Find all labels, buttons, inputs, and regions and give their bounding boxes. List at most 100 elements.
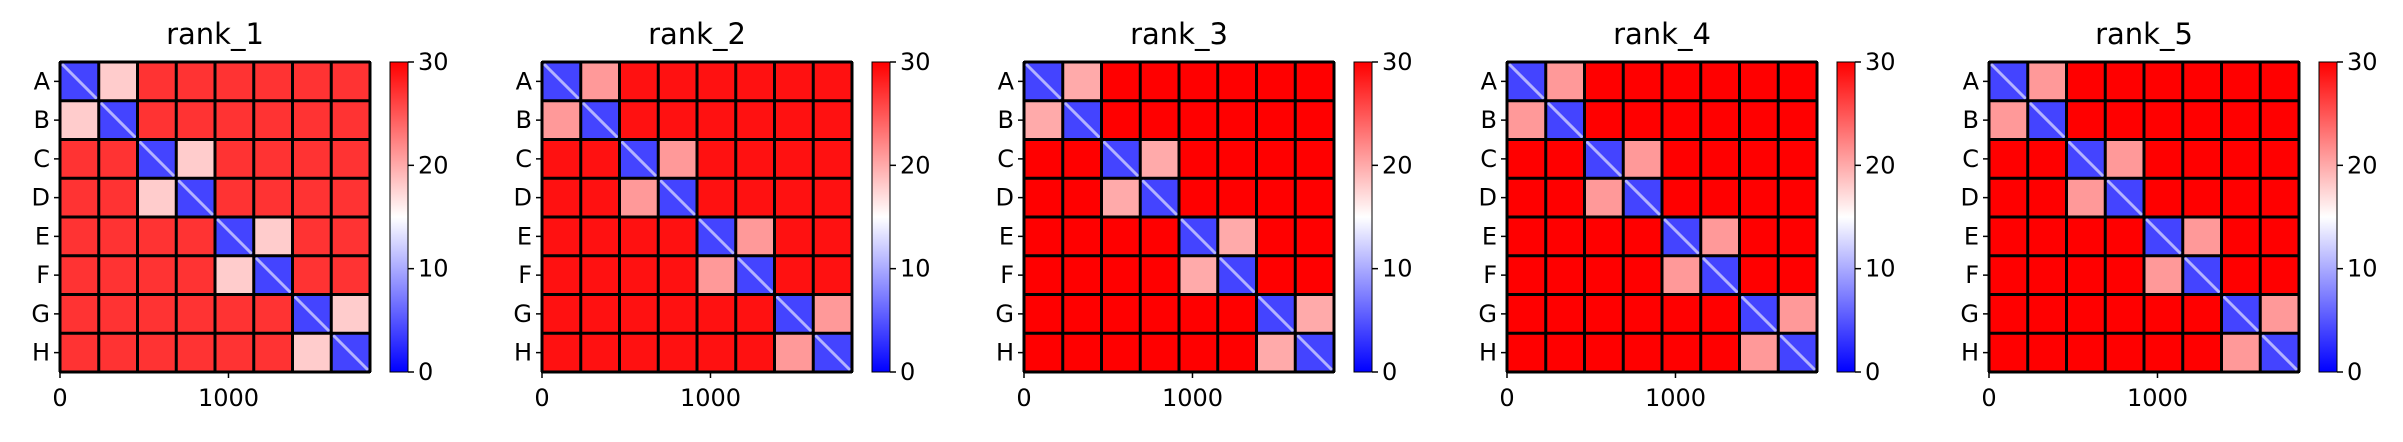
heatmap-cell [1217,294,1257,334]
heatmap-cell [1217,62,1257,101]
heatmap-cell [60,294,99,334]
heatmap-cell [1700,139,1740,179]
diagonal-streak [1141,179,1179,217]
heatmap-cell [1295,217,1334,256]
heatmap-cell [215,294,254,334]
colorbar-tick-label: 10 [2347,255,2378,283]
diagonal-streak [332,334,370,372]
heatmap-cell [253,139,293,179]
colorbar-tick-label: 10 [418,255,449,283]
heatmap-cell [2260,62,2299,101]
diagonal-streak [659,179,697,217]
heatmap-cell [2105,100,2144,140]
heatmap-cell [1062,255,1102,295]
y-tick-label: F [1483,261,1497,289]
heatmap-cell [1024,217,1063,256]
heatmap-cell [2144,333,2183,372]
heatmap-cell [1507,294,1546,334]
diagonal-streak [1024,62,1062,100]
heatmap-cell [1179,333,1218,372]
colorbar-tick-label: 20 [2347,151,2378,179]
x-tick-label: 1000 [680,384,741,412]
y-tick-label: D [1479,184,1497,212]
y-tick-label: H [514,339,532,367]
colorbar [1836,61,1856,373]
heatmap-cell [697,255,736,295]
heatmap-cell [331,139,370,179]
heatmap-cell [176,255,215,295]
heatmap-cell [2182,139,2222,179]
heatmap-cell [1101,217,1141,256]
heatmap-cell [98,294,138,334]
heatmap-cell [2260,217,2299,256]
heatmap-cell [774,333,814,372]
heatmap-cell [253,294,293,334]
heatmap-cell [1062,294,1102,334]
heatmap-cell [697,178,736,217]
heatmap-cell [2105,333,2144,372]
y-tick-label: C [515,145,532,173]
heatmap-cell [1989,217,2028,256]
heatmap-cell [253,217,293,256]
heatmap-cell [2221,178,2261,217]
heatmap-cell [658,255,697,295]
y-tick-label: G [1960,300,1979,328]
heatmap-cell [1507,139,1546,179]
heatmap-cell [1700,333,1740,372]
heatmap-cell [1584,62,1624,101]
heatmap-cell [1778,255,1817,295]
colorbar-tick-label: 30 [900,48,931,76]
diagonal-streak [1740,295,1778,333]
heatmap-cell [137,100,177,140]
heatmap-cell [1623,139,1662,179]
diagonal-streak [736,256,774,294]
heatmap-cell [253,62,293,101]
heatmap-cell [2221,217,2261,256]
colorbar-tick-label: 0 [1865,358,1880,386]
heatmap-cell [813,62,852,101]
heatmap-cell [253,100,293,140]
colorbar-tick-label: 30 [418,48,449,76]
heatmap-cell [2066,217,2106,256]
heatmap-cell [292,139,332,179]
heatmap-cell [2260,100,2299,140]
heatmap-cell [1778,62,1817,101]
heatmap-cell [735,139,775,179]
y-tick-label: B [34,106,50,134]
heatmap-cell [1217,217,1257,256]
colorbar-tick-label: 0 [1382,358,1397,386]
y-tick-label: A [1963,67,1980,95]
x-tick-label: 1000 [1645,384,1706,412]
heatmap-cell [1101,255,1141,295]
heatmap-cell [1662,139,1701,179]
heatmap-cell [2066,100,2106,140]
diagonal-streak [1507,62,1545,100]
y-tick-label: B [998,106,1014,134]
heatmap-cell [292,255,332,295]
colorbar-tick-label: 0 [418,358,433,386]
heatmap-cell [619,62,659,101]
heatmap-cell [1295,139,1334,179]
heatmap-cell [1024,255,1063,295]
y-tick-label: B [516,106,532,134]
heatmap-cell [1623,333,1662,372]
heatmap-cell [1179,294,1218,334]
heatmap-cell [2105,217,2144,256]
heatmap-cell [1545,255,1585,295]
heatmap-cell [1662,62,1701,101]
heatmap-cell [619,294,659,334]
y-tick-label: F [1000,261,1014,289]
plot-frame [1023,61,1335,373]
heatmap-cell [176,62,215,101]
heatmap-cell [2260,178,2299,217]
heatmap-cell [580,333,620,372]
diagonal-streak [1257,295,1295,333]
heatmap-cell [542,333,581,372]
y-tick-label: E [1964,222,1979,250]
heatmap-cell [1217,100,1257,140]
colorbar-tick-label: 0 [900,358,915,386]
y-tick-label: H [996,339,1014,367]
y-tick-label: A [998,67,1015,95]
heatmap-cell [1062,178,1102,217]
